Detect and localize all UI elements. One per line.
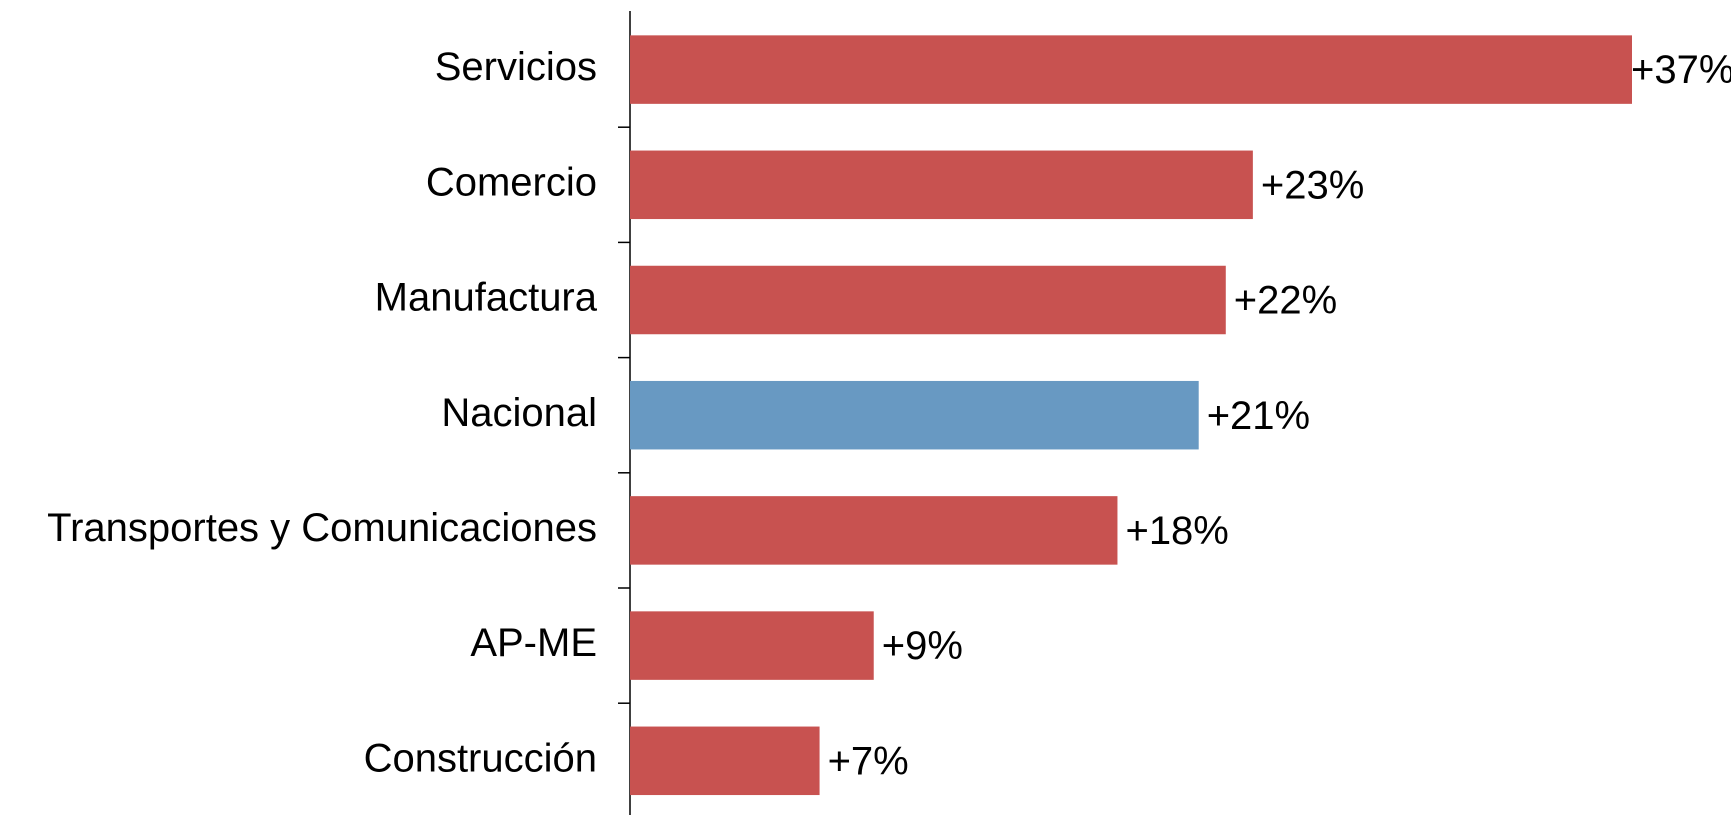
value-label: +21% [1207,394,1310,438]
y-tick-label: Nacional [441,391,597,435]
value-label: +7% [828,739,909,783]
bar [630,380,1199,450]
bar [630,611,874,680]
value-label: +18% [1125,509,1228,553]
bar [630,35,1632,104]
y-tick-label: Servicios [435,45,597,89]
value-label: +37% [1631,48,1731,92]
y-tick-label: Transportes y Comunicaciones [47,506,597,550]
y-tick-label: Comercio [426,160,597,204]
y-tick-label: Construcción [364,736,597,780]
bar [630,726,820,796]
value-label: +22% [1234,279,1337,323]
y-tick-label: AP-ME [470,621,597,665]
bar [630,496,1118,565]
y-tick-label: Manufactura [375,276,598,320]
bar [630,150,1253,220]
value-label: +9% [882,624,963,668]
bar [630,265,1226,335]
value-label: +23% [1261,163,1364,207]
